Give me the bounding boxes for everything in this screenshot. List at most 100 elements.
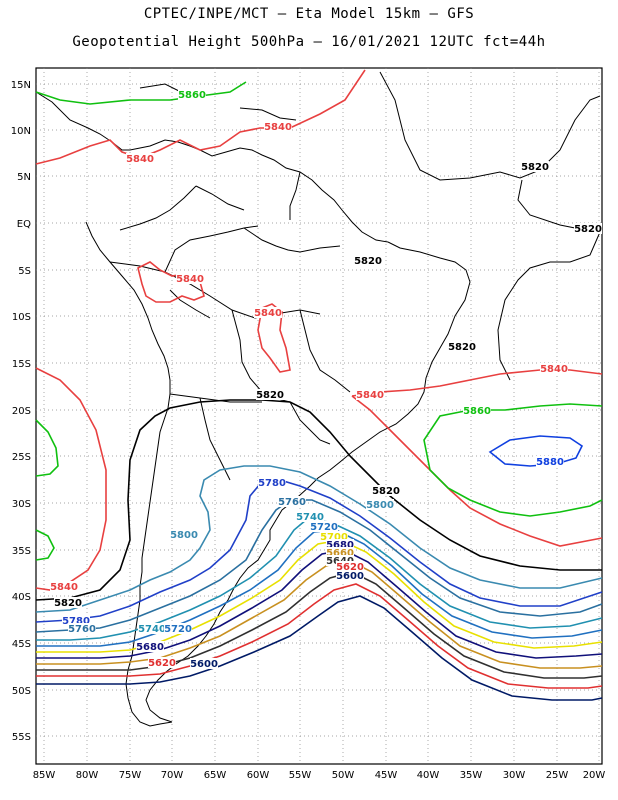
contour-lines <box>35 69 603 701</box>
contour-label: 5840 <box>126 154 154 165</box>
lon-label: 40W <box>417 770 440 781</box>
lat-label: 45S <box>12 639 31 650</box>
contour-label-bg <box>148 657 176 668</box>
contour-label-bg <box>536 456 564 467</box>
contour-label-bg <box>50 581 78 592</box>
contour-label: 5680 <box>326 540 354 551</box>
contour-label: 5660 <box>326 548 354 559</box>
lat-label: 5S <box>18 266 31 277</box>
contour-label-bg <box>258 477 286 488</box>
contour-label-bg <box>326 539 354 550</box>
contour-label-bg <box>256 389 284 400</box>
contour-label: 5820 <box>574 224 602 235</box>
contour-label: 5800 <box>170 530 198 541</box>
contour-label-bg <box>138 623 166 634</box>
title-line-1: CPTEC/INPE/MCT – Eta Model 15km – GFS <box>143 6 475 22</box>
contour-label: 5780 <box>62 616 90 627</box>
contour-label: 5840 <box>264 122 292 133</box>
lon-label: 20W <box>583 770 606 781</box>
contour-label-bg <box>264 121 292 132</box>
lat-label: 40S <box>12 592 31 603</box>
contour-label: 5860 <box>463 406 491 417</box>
contour-value-labels: 5860 5840 5840 5820 5820 5820 5840 5840 5820 5820… <box>50 89 602 670</box>
contour-label: 5740 <box>138 624 166 635</box>
lat-label: 5N <box>17 172 31 183</box>
longitude-labels: 85W 80W 75W 70W 65W 60W 55W 50W 45W 40W 35W 30W 25W 2… <box>33 770 606 781</box>
lat-label: 30S <box>12 499 31 510</box>
contour-label: 5760 <box>68 624 96 635</box>
contour-label-bg <box>54 597 82 608</box>
lat-label: 10N <box>11 126 31 137</box>
latitude-labels: 15N 10N 5N EQ 5S 10S 15S 20S 25S 30S 35S 40S 45S 50S 5… <box>11 80 31 743</box>
lon-label: 35W <box>460 770 483 781</box>
contour-label-bg <box>136 641 164 652</box>
lon-label: 85W <box>33 770 56 781</box>
contour-label-bg <box>68 623 96 634</box>
contour-label-bg <box>254 307 282 318</box>
contour-label-bg <box>354 255 382 266</box>
map-frame <box>35 67 603 765</box>
contour-label-bg <box>336 561 364 572</box>
lat-label: 15S <box>12 359 31 370</box>
contour-label-bg <box>463 405 491 416</box>
contour-label: 5620 <box>148 658 176 669</box>
lat-label: 15N <box>11 80 31 91</box>
lat-label: 55S <box>12 732 31 743</box>
contour-label: 5820 <box>354 256 382 267</box>
lon-label: 50W <box>332 770 355 781</box>
lon-label: 80W <box>76 770 99 781</box>
contour-label-bg <box>170 529 198 540</box>
title-line-2: Geopotential Height 500hPa – 16/01/2021 … <box>72 34 546 50</box>
contour-label: 5600 <box>190 659 218 670</box>
contour-label-bg <box>540 363 568 374</box>
contour-label: 5840 <box>540 364 568 375</box>
contour-label-bg <box>366 499 394 510</box>
contour-label-bg <box>310 521 338 532</box>
contour-label-bg <box>62 615 90 626</box>
lat-label: 35S <box>12 546 31 557</box>
contour-label-bg <box>320 531 348 542</box>
contour-label-bg <box>176 273 204 284</box>
contour-label: 5880 <box>536 457 564 468</box>
contour-label: 5820 <box>448 342 476 353</box>
contour-label: 5840 <box>50 582 78 593</box>
lat-label: 50S <box>12 686 31 697</box>
contour-label: 5680 <box>136 642 164 653</box>
contour-label: 5820 <box>256 390 284 401</box>
contour-label-bg <box>336 570 364 581</box>
lon-label: 60W <box>247 770 270 781</box>
lon-label: 45W <box>375 770 398 781</box>
contour-label-bg <box>326 547 354 558</box>
contour-label-bg <box>126 153 154 164</box>
contour-label: 5860 <box>178 90 206 101</box>
lat-label: 25S <box>12 452 31 463</box>
contour-label: 5840 <box>356 390 384 401</box>
contour-label: 5760 <box>278 497 306 508</box>
contour-label: 5720 <box>310 522 338 533</box>
lat-label: 10S <box>12 312 31 323</box>
contour-label-bg <box>278 496 306 507</box>
contour-label: 5840 <box>176 274 204 285</box>
contour-label-bg <box>521 161 549 172</box>
contour-label-bg <box>372 485 400 496</box>
contour-label-bg <box>296 511 324 522</box>
contour-label: 5820 <box>54 598 82 609</box>
contour-label-bg <box>178 89 206 100</box>
contour-label: 5700 <box>320 532 348 543</box>
contour-label-bg <box>356 389 384 400</box>
contour-label: 5720 <box>164 624 192 635</box>
contour-label: 5740 <box>296 512 324 523</box>
contour-label: 5840 <box>254 308 282 319</box>
contour-label-bg <box>190 658 218 669</box>
contour-label: 5820 <box>372 486 400 497</box>
contour-label: 5800 <box>366 500 394 511</box>
lat-label: 20S <box>12 406 31 417</box>
contour-label: 5780 <box>258 478 286 489</box>
contour-label-bg <box>326 555 354 566</box>
contour-label: 5600 <box>336 571 364 582</box>
lon-label: 75W <box>119 770 142 781</box>
contour-label: 5820 <box>521 162 549 173</box>
lon-label: 70W <box>161 770 184 781</box>
contour-label: 5620 <box>336 562 364 573</box>
